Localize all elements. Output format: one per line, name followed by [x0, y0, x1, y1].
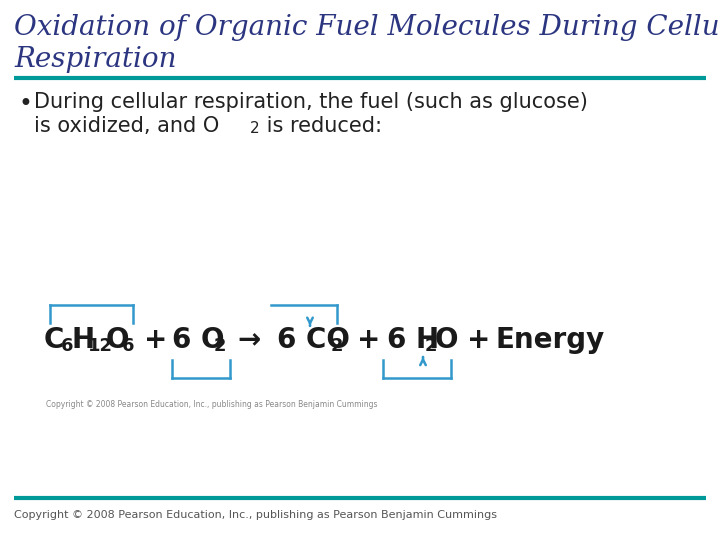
Text: →: → [237, 326, 260, 354]
Text: O: O [106, 326, 130, 354]
Text: O: O [435, 326, 459, 354]
Text: •: • [18, 92, 32, 116]
Text: 2: 2 [214, 337, 227, 355]
Text: +: + [144, 326, 167, 354]
Text: Oxidation of Organic Fuel Molecules During Cellular: Oxidation of Organic Fuel Molecules Duri… [14, 14, 720, 41]
Text: 2: 2 [250, 121, 260, 136]
Text: 12: 12 [88, 337, 113, 355]
Text: Copyright © 2008 Pearson Education, Inc., publishing as Pearson Benjamin Cumming: Copyright © 2008 Pearson Education, Inc.… [46, 400, 377, 409]
Text: Respiration: Respiration [14, 46, 176, 73]
Text: 2: 2 [425, 337, 438, 355]
Text: 6 H: 6 H [387, 326, 439, 354]
Text: is reduced:: is reduced: [260, 116, 382, 136]
Text: 6 CO: 6 CO [277, 326, 350, 354]
Text: C: C [44, 326, 64, 354]
Text: Copyright © 2008 Pearson Education, Inc., publishing as Pearson Benjamin Cumming: Copyright © 2008 Pearson Education, Inc.… [14, 510, 497, 520]
Text: During cellular respiration, the fuel (such as glucose): During cellular respiration, the fuel (s… [34, 92, 588, 112]
Text: +: + [467, 326, 490, 354]
Text: is oxidized, and O: is oxidized, and O [34, 116, 220, 136]
Text: +: + [357, 326, 380, 354]
Text: 6 O: 6 O [172, 326, 225, 354]
Text: Energy: Energy [495, 326, 604, 354]
Text: 2: 2 [331, 337, 343, 355]
Text: 6: 6 [122, 337, 135, 355]
Text: 6: 6 [61, 337, 73, 355]
Text: H: H [72, 326, 95, 354]
